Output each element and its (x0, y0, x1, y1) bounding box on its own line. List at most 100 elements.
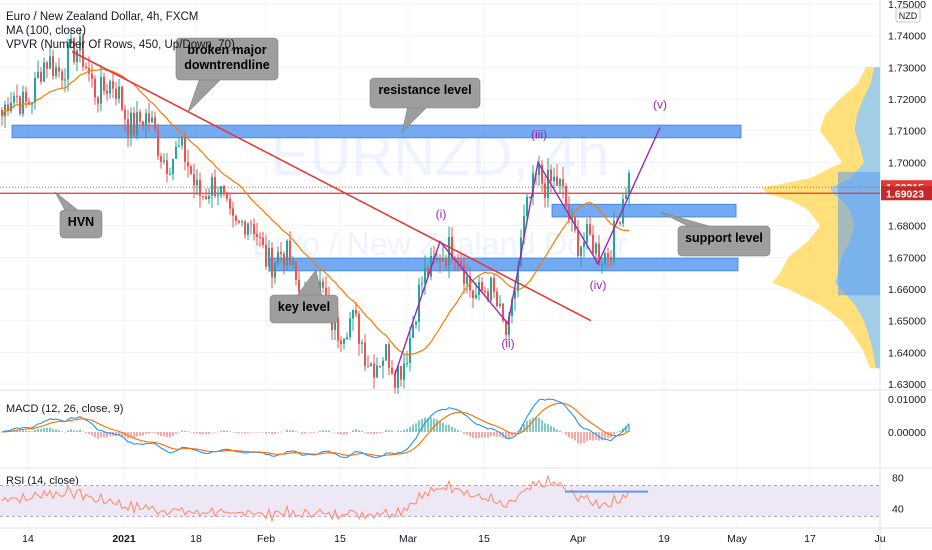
candle-body (424, 267, 426, 284)
macd-histogram-bar (100, 432, 102, 438)
candle-body (298, 279, 300, 292)
callout-pointer (54, 191, 81, 213)
macd-histogram-bar (577, 432, 579, 443)
candle-body (403, 363, 405, 380)
candle-body (580, 246, 582, 256)
macd-histogram-bar (70, 429, 72, 432)
macd-histogram-bar (529, 419, 531, 432)
price-tick-label: 1.66000 (888, 284, 926, 296)
candle-body (322, 281, 324, 288)
callout-text: key level (278, 300, 330, 314)
candle-body (514, 291, 516, 299)
candle-body (19, 96, 21, 114)
macd-histogram-bar (256, 432, 258, 433)
macd-histogram-bar (544, 423, 546, 432)
wave-path[interactable] (394, 127, 661, 375)
price-axis[interactable]: 1.75000 1.74000 1.73000 1.72000 1.71000 1.700… (881, 0, 932, 391)
candle-body (115, 88, 117, 99)
candle-body (349, 318, 351, 338)
zone-resistance[interactable] (11, 124, 742, 139)
candle-body (400, 365, 402, 380)
candle-body (505, 320, 507, 335)
macd-histogram-bar (16, 429, 18, 432)
candle-body (118, 86, 120, 99)
vpvr-legend: VPVR (Number Of Rows, 450, Up/Down, 70) (6, 39, 235, 51)
time-axis[interactable]: 14 2021 18 Feb 15 Mar 15 Apr 19 May 17 Ju (22, 533, 886, 545)
candle-body (94, 78, 96, 98)
callout-resistance[interactable]: resistance level (369, 77, 481, 133)
macd-histogram-bar (163, 432, 165, 437)
candle-body (73, 38, 75, 62)
candle-body (148, 113, 150, 123)
candle-body (274, 263, 276, 278)
candle-body (466, 276, 468, 284)
macd-histogram-bar (145, 432, 147, 434)
candle-body (112, 81, 114, 89)
time-tick-label: 2021 (112, 533, 136, 545)
macd-title: MACD (12, 26, close, 9) (6, 403, 123, 415)
wave-label: (ii) (501, 337, 514, 351)
candle-body (388, 344, 390, 368)
candle-body (457, 260, 459, 262)
macd-histogram-bar (130, 432, 132, 438)
elliott-waves[interactable]: (i) (ii) (iii) (iv) (v) (394, 98, 667, 375)
candle-body (208, 195, 210, 200)
candle-body (472, 290, 474, 298)
time-tick-label: Apr (570, 533, 587, 545)
zone-support[interactable] (551, 203, 737, 218)
wave-label: (i) (436, 207, 447, 221)
macd-histogram-bar (271, 432, 273, 435)
callout-support[interactable]: support level (659, 211, 771, 257)
candle-body (181, 137, 183, 146)
candle-body (187, 161, 189, 167)
candle-body (85, 66, 87, 68)
callout-hvn[interactable]: HVN (54, 191, 103, 239)
macd-histogram-bar (217, 431, 219, 433)
candle-body (586, 224, 588, 243)
candle-body (64, 79, 66, 81)
macd-histogram-bar (1, 432, 3, 433)
candle-body (235, 215, 237, 221)
candle-body (1, 110, 3, 117)
candle-body (463, 265, 465, 284)
candle-body (604, 253, 606, 265)
macd-histogram-bar (382, 431, 384, 433)
macd-histogram-bar (235, 432, 237, 433)
macd-histogram-bar (586, 432, 588, 442)
candle-body (595, 243, 597, 254)
candle-body (577, 230, 579, 256)
callout-pointer (187, 77, 223, 113)
candle-body (493, 278, 495, 292)
candle-body (628, 172, 630, 195)
downtrend-line[interactable] (71, 50, 592, 322)
macd-histogram-bar (109, 432, 111, 437)
candle-body (202, 195, 204, 197)
candle-body (613, 221, 615, 261)
macd-histogram-bar (625, 426, 627, 432)
price-tick-label: 1.63000 (888, 379, 926, 391)
currency-badge[interactable]: NZD (895, 7, 921, 23)
candle-body (196, 179, 198, 186)
candle-body (376, 365, 378, 378)
macd-histogram-bar (196, 432, 198, 434)
candle-body (253, 224, 255, 235)
candle-body (145, 113, 147, 126)
macd-histogram-bar (37, 428, 39, 432)
trendline[interactable] (71, 50, 592, 322)
macd-histogram-bar (535, 417, 537, 432)
callout-key-level[interactable]: key level (269, 269, 339, 324)
macd-histogram-bar (28, 431, 30, 432)
zone-key-level[interactable] (269, 257, 739, 272)
rsi-band (0, 485, 880, 517)
macd-histogram-bar (379, 432, 381, 434)
macd-histogram-bar (493, 432, 495, 437)
macd-histogram-bar (43, 427, 45, 432)
macd-histogram-bar (139, 432, 141, 436)
callout-text: downtrendline (184, 58, 269, 72)
candle-body (238, 220, 240, 223)
macd-histogram-bar (607, 432, 609, 439)
macd-histogram-bar (499, 432, 501, 437)
